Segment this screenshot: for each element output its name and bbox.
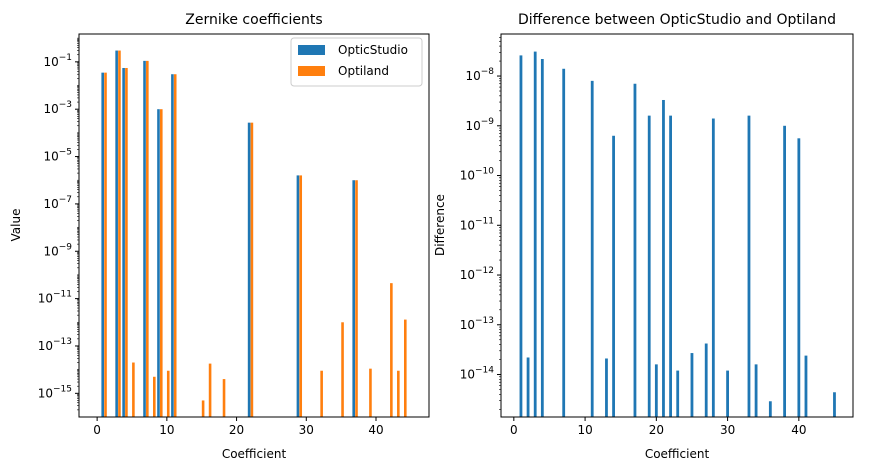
chart-title: Difference between OpticStudio and Optil… — [518, 12, 836, 28]
x-tick-label: 0 — [93, 423, 101, 437]
axes-group: 0 10 20 30 40 10−14 10−13 10−12 10−11 10−10 10−9 10… — [460, 37, 806, 437]
bar-optiland-18 — [222, 379, 226, 417]
bar-optiland-35 — [341, 322, 344, 417]
bar-difference-14 — [612, 135, 615, 417]
bar-opticstudio-4 — [122, 67, 125, 418]
bar-difference-1 — [519, 55, 523, 418]
bar-optiland-22 — [250, 122, 254, 417]
zernike-coefficients-chart: Zernike coefficients 0 10 20 30 40 10−15 10−13… — [9, 12, 430, 461]
bar-optiland-5 — [132, 362, 135, 417]
bar-difference-13 — [605, 358, 608, 417]
legend-label-optiland: Optiland — [338, 64, 389, 78]
bar-difference-23 — [676, 370, 680, 417]
legend-swatch-optiland — [298, 66, 325, 76]
bar-optiland-11 — [173, 74, 177, 417]
bar-optiland-3 — [118, 50, 121, 418]
bar-optiland-39 — [369, 368, 372, 417]
bars-group — [101, 50, 407, 418]
bar-difference-19 — [647, 115, 651, 417]
legend-swatch-opticstudio — [298, 45, 325, 55]
bar-optiland-32 — [320, 370, 323, 417]
y-axis-label: Value — [9, 209, 23, 242]
bar-difference-30 — [726, 370, 729, 417]
x-tick-label: 30 — [299, 423, 314, 437]
bar-optiland-7 — [146, 60, 149, 418]
bar-difference-36 — [768, 401, 772, 417]
y-tick-label: 10−5 — [43, 148, 72, 164]
bar-difference-17 — [633, 83, 637, 417]
plot-frame — [500, 33, 854, 418]
bar-opticstudio-11 — [171, 74, 174, 417]
y-tick-label: 10−11 — [38, 290, 72, 306]
x-tick-label: 20 — [229, 423, 244, 437]
x-tick-label: 40 — [791, 423, 806, 437]
bar-difference-45 — [833, 392, 836, 417]
y-tick-label: 10−9 — [43, 242, 72, 258]
y-tick-label: 10−13 — [460, 316, 494, 332]
x-tick-label: 30 — [720, 423, 735, 437]
y-tick-label: 10−9 — [465, 117, 494, 133]
bar-difference-2 — [526, 357, 530, 417]
y-tick-label: 10−14 — [460, 366, 495, 382]
bar-difference-3 — [533, 51, 537, 417]
bar-optiland-43 — [397, 370, 400, 417]
bar-difference-33 — [747, 115, 751, 417]
bar-difference-41 — [804, 355, 808, 417]
bar-difference-38 — [783, 125, 786, 417]
x-axis-label: Coefficient — [645, 447, 710, 461]
bar-optiland-44 — [404, 319, 407, 417]
bar-optiland-15 — [201, 400, 205, 417]
bar-difference-34 — [754, 364, 758, 417]
x-axis-label: Coefficient — [222, 447, 287, 461]
bar-opticstudio-1 — [101, 72, 104, 417]
bar-difference-40 — [797, 138, 801, 417]
x-tick-label: 10 — [577, 423, 592, 437]
y-tick-label: 10−7 — [43, 195, 72, 211]
y-axis-label: Difference — [433, 194, 447, 256]
bar-opticstudio-37 — [352, 180, 355, 417]
x-tick-label: 20 — [649, 423, 664, 437]
bar-difference-25 — [690, 353, 694, 417]
bar-optiland-10 — [166, 370, 170, 417]
bar-difference-7 — [562, 68, 566, 418]
bar-difference-28 — [711, 118, 715, 418]
y-tick-label: 10−10 — [460, 167, 495, 183]
bars-group — [519, 51, 836, 418]
bar-optiland-8 — [153, 376, 156, 417]
y-tick-label: 10−12 — [460, 266, 494, 282]
legend-label-opticstudio: OpticStudio — [338, 43, 408, 57]
chart-title: Zernike coefficients — [185, 12, 322, 28]
difference-chart: Difference between OpticStudio and Optil… — [433, 12, 854, 461]
bar-opticstudio-29 — [296, 175, 300, 417]
x-tick-label: 40 — [368, 423, 383, 437]
bar-opticstudio-22 — [247, 122, 251, 417]
x-tick-label: 0 — [510, 423, 518, 437]
legend: OpticStudio Optiland — [290, 37, 423, 87]
bar-difference-27 — [704, 343, 708, 417]
bar-difference-22 — [669, 115, 672, 417]
x-tick-label: 10 — [159, 423, 174, 437]
bar-optiland-9 — [159, 109, 163, 417]
bar-optiland-29 — [299, 175, 303, 417]
bar-difference-21 — [662, 99, 665, 418]
bar-optiland-16 — [208, 363, 212, 417]
bar-opticstudio-3 — [115, 50, 118, 418]
bar-opticstudio-7 — [143, 60, 146, 418]
bar-optiland-4 — [125, 67, 128, 418]
plot-frame — [78, 33, 430, 418]
bar-difference-4 — [540, 59, 544, 417]
bar-difference-11 — [590, 80, 594, 418]
y-tick-label: 10−3 — [43, 100, 72, 116]
y-tick-label: 10−13 — [38, 337, 72, 353]
bar-difference-20 — [654, 364, 658, 417]
y-tick-label: 10−8 — [465, 67, 494, 83]
y-tick-label: 10−15 — [38, 384, 72, 400]
bar-optiland-42 — [390, 283, 393, 417]
bar-optiland-1 — [104, 72, 107, 417]
bar-optiland-37 — [355, 180, 358, 417]
y-tick-label: 10−11 — [460, 216, 494, 232]
bar-opticstudio-9 — [157, 109, 160, 417]
y-tick-label: 10−1 — [43, 53, 72, 69]
